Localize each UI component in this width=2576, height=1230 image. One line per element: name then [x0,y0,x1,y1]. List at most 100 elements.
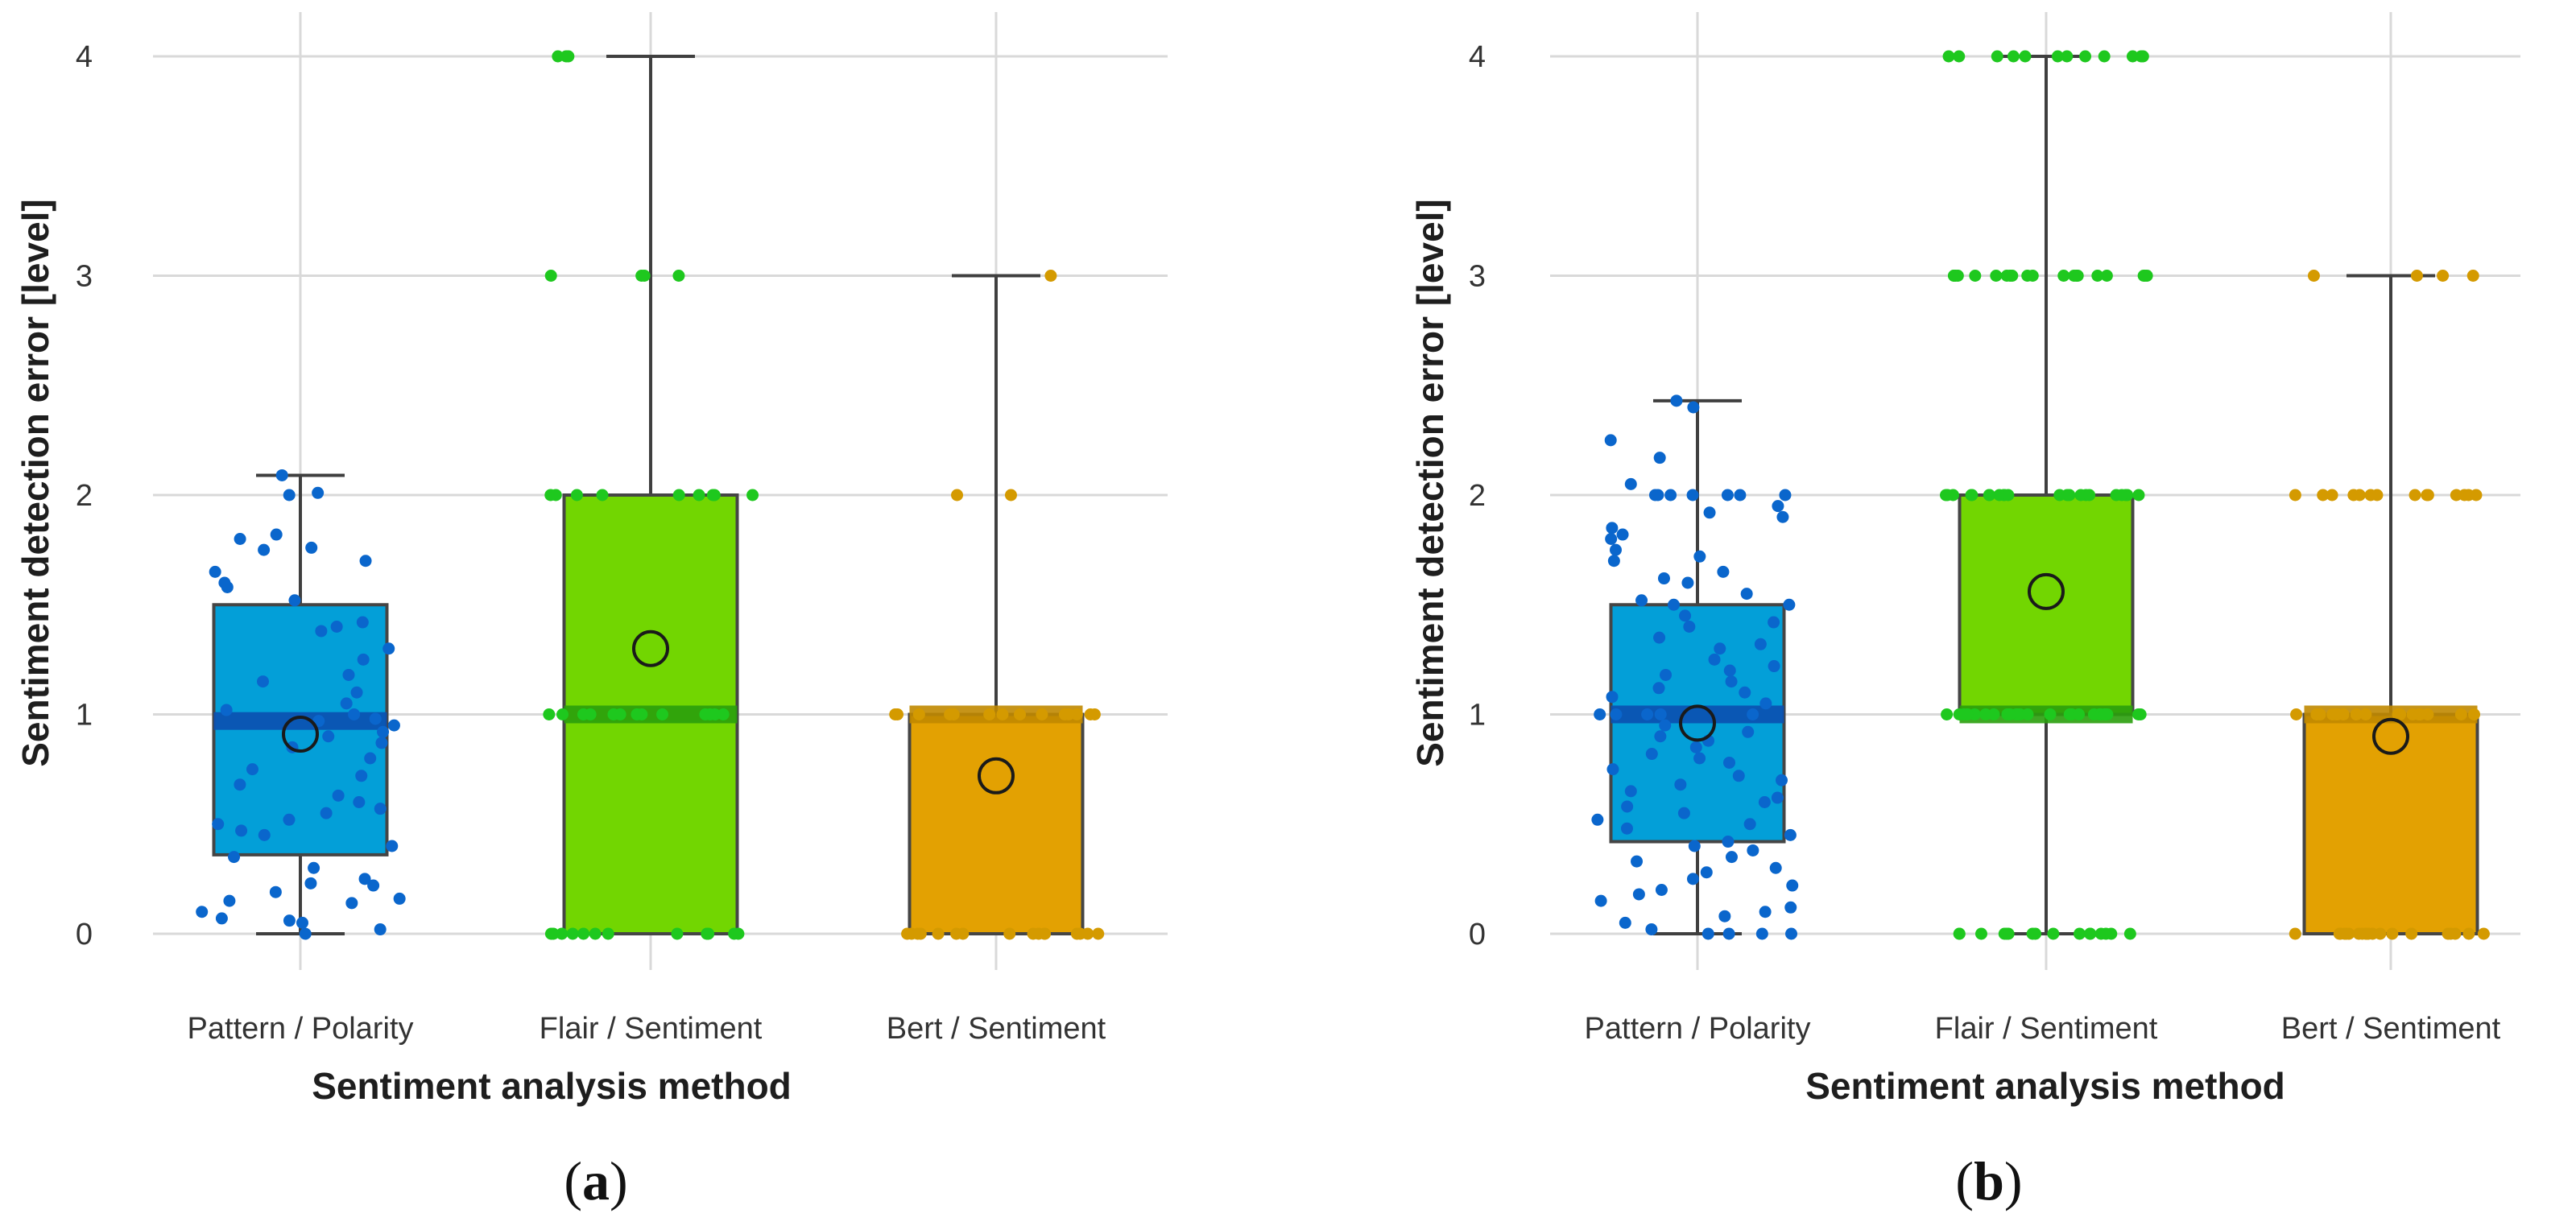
x-axis-title: Sentiment analysis method [1805,1065,2285,1107]
data-point [269,885,282,898]
data-point [2061,50,2074,63]
data-point [635,270,648,282]
data-point [1679,609,1692,622]
data-point [556,708,569,720]
data-point [1701,927,1714,940]
y-tick-label: 0 [76,918,93,951]
data-point [2290,708,2303,720]
box-body [908,712,1085,935]
data-point [1686,873,1699,885]
data-point [1088,708,1101,720]
data-point [322,730,335,743]
panel-label: (a) [564,1150,627,1211]
y-axis-title: Sentiment detection error [level] [14,199,56,767]
data-point [258,828,271,841]
data-point [552,50,564,63]
data-point [2051,50,2064,63]
data-point [2079,50,2092,63]
data-point [299,927,312,940]
data-point [1785,927,1798,940]
data-point [1700,866,1713,879]
data-point [1659,719,1672,732]
data-point [1044,270,1057,282]
data-point [1670,394,1683,407]
data-point [1645,748,1658,761]
data-point [2057,270,2070,282]
data-point [1036,708,1048,720]
data-point [2333,927,2346,940]
x-axis-title: Sentiment analysis method [312,1065,792,1107]
median-band [213,712,387,730]
data-point [1619,916,1631,929]
data-point [1775,774,1788,786]
data-point [2073,708,2086,720]
data-point [951,489,964,501]
data-point [2450,489,2462,501]
data-point [332,789,345,802]
data-point [2347,489,2360,501]
data-point [1721,489,1734,501]
data-point [382,642,395,655]
data-point [1668,598,1681,611]
data-point [2289,489,2301,501]
data-point [304,877,317,889]
data-point [2091,270,2104,282]
data-point [2421,489,2433,501]
data-point [1604,434,1617,447]
data-point [2409,489,2421,501]
panel-label: (b) [1955,1150,2022,1211]
data-point [2410,270,2423,282]
data-point [2003,270,2016,282]
data-point [235,824,248,837]
data-point [275,468,288,481]
data-point [1783,598,1796,611]
data-point [353,796,366,808]
data-point [387,719,400,732]
data-point [544,489,557,501]
data-point [614,708,626,720]
data-point [699,708,712,720]
data-point [1677,807,1690,819]
data-point [2359,708,2372,720]
data-point [1991,50,2003,63]
data-point [1654,730,1667,743]
data-point [1605,533,1618,545]
data-point [1092,927,1105,940]
data-point [2310,708,2323,720]
data-point [2115,489,2128,501]
data-point [1723,664,1736,677]
data-point [283,813,296,826]
data-point [2071,270,2084,282]
data-point [671,927,684,940]
data-point [1591,813,1604,826]
data-point [258,543,271,556]
x-tick-label: Pattern / Polarity [1585,1012,1811,1046]
data-point [1732,770,1745,782]
chart-panel-a: 0 1 2 3 4 Pattern / Polarity Flair / Sentiment… [14,12,1168,1211]
y-tick-label: 3 [76,260,93,294]
x-tick-label: Pattern / Polarity [188,1012,414,1046]
data-point [1687,401,1700,414]
data-point [367,879,380,892]
y-tick-label: 3 [1469,260,1486,294]
y-tick-label: 4 [76,40,93,74]
data-point [1645,923,1658,936]
median-band [909,705,1083,724]
data-point [912,927,924,940]
data-point [1641,708,1654,720]
data-point [891,708,904,720]
data-point [296,916,308,929]
data-point [393,892,406,905]
data-point [355,770,368,782]
data-point [2098,708,2111,720]
box-body [1958,493,2135,716]
data-point [1722,836,1735,848]
data-point [2132,708,2145,720]
data-point [2053,489,2066,501]
data-point [717,708,730,720]
data-point [2026,927,2039,940]
data-point [1632,888,1645,901]
data-point [570,489,583,501]
x-tick-label: Flair / Sentiment [540,1012,763,1046]
